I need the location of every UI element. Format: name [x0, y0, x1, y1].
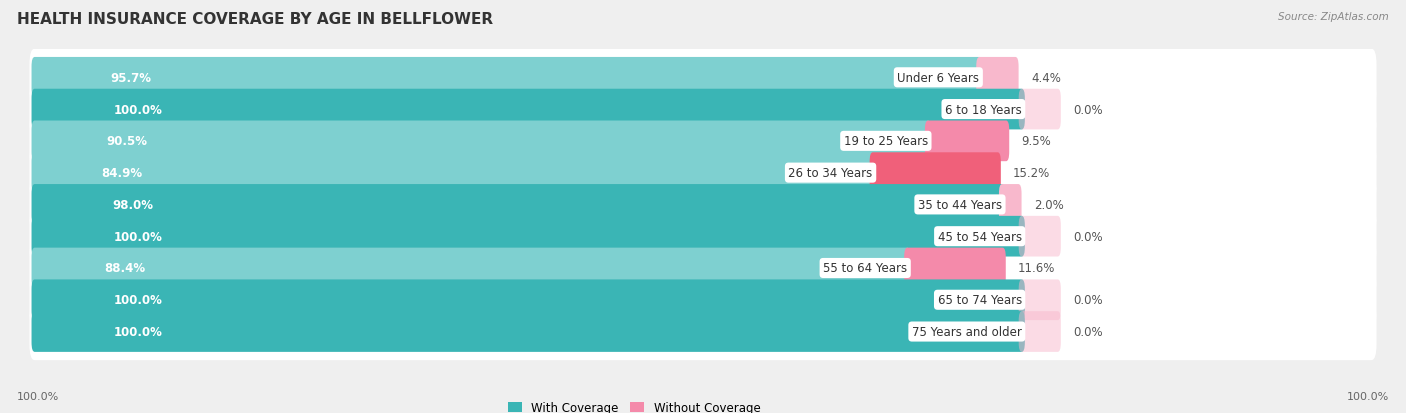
Text: Under 6 Years: Under 6 Years	[897, 71, 980, 85]
Text: 2.0%: 2.0%	[1033, 198, 1064, 211]
FancyBboxPatch shape	[904, 248, 1005, 289]
Text: 65 to 74 Years: 65 to 74 Years	[938, 294, 1022, 306]
Text: Source: ZipAtlas.com: Source: ZipAtlas.com	[1278, 12, 1389, 22]
Text: 100.0%: 100.0%	[17, 391, 59, 401]
FancyBboxPatch shape	[1019, 311, 1062, 352]
FancyBboxPatch shape	[925, 121, 1010, 162]
FancyBboxPatch shape	[30, 240, 1376, 297]
FancyBboxPatch shape	[30, 176, 1376, 233]
FancyBboxPatch shape	[31, 185, 1005, 225]
FancyBboxPatch shape	[31, 90, 1025, 130]
Text: 98.0%: 98.0%	[112, 198, 153, 211]
Text: 9.5%: 9.5%	[1022, 135, 1052, 148]
Text: 100.0%: 100.0%	[114, 230, 163, 243]
Text: 100.0%: 100.0%	[114, 294, 163, 306]
Text: 100.0%: 100.0%	[114, 103, 163, 116]
Text: 19 to 25 Years: 19 to 25 Years	[844, 135, 928, 148]
Text: 0.0%: 0.0%	[1073, 294, 1102, 306]
Text: 11.6%: 11.6%	[1018, 262, 1056, 275]
FancyBboxPatch shape	[31, 311, 1025, 352]
Text: 75 Years and older: 75 Years and older	[912, 325, 1022, 338]
Text: 6 to 18 Years: 6 to 18 Years	[945, 103, 1022, 116]
FancyBboxPatch shape	[31, 248, 910, 289]
FancyBboxPatch shape	[1019, 216, 1062, 257]
FancyBboxPatch shape	[30, 303, 1376, 360]
FancyBboxPatch shape	[30, 113, 1376, 170]
Text: 100.0%: 100.0%	[1347, 391, 1389, 401]
Text: 45 to 54 Years: 45 to 54 Years	[938, 230, 1022, 243]
FancyBboxPatch shape	[30, 50, 1376, 107]
Text: 0.0%: 0.0%	[1073, 103, 1102, 116]
Text: 4.4%: 4.4%	[1031, 71, 1060, 85]
Legend: With Coverage, Without Coverage: With Coverage, Without Coverage	[508, 401, 761, 413]
FancyBboxPatch shape	[998, 185, 1022, 225]
FancyBboxPatch shape	[976, 58, 1018, 98]
FancyBboxPatch shape	[1019, 90, 1062, 130]
Text: 0.0%: 0.0%	[1073, 230, 1102, 243]
FancyBboxPatch shape	[31, 121, 931, 162]
FancyBboxPatch shape	[31, 216, 1025, 257]
Text: 55 to 64 Years: 55 to 64 Years	[823, 262, 907, 275]
Text: 0.0%: 0.0%	[1073, 325, 1102, 338]
Text: 90.5%: 90.5%	[105, 135, 148, 148]
FancyBboxPatch shape	[31, 280, 1025, 320]
FancyBboxPatch shape	[870, 153, 1001, 194]
Text: 26 to 34 Years: 26 to 34 Years	[789, 167, 873, 180]
FancyBboxPatch shape	[30, 81, 1376, 138]
FancyBboxPatch shape	[30, 145, 1376, 202]
Text: 84.9%: 84.9%	[101, 167, 143, 180]
FancyBboxPatch shape	[1019, 280, 1062, 320]
Text: HEALTH INSURANCE COVERAGE BY AGE IN BELLFLOWER: HEALTH INSURANCE COVERAGE BY AGE IN BELL…	[17, 12, 494, 27]
Text: 15.2%: 15.2%	[1014, 167, 1050, 180]
Text: 100.0%: 100.0%	[114, 325, 163, 338]
Text: 95.7%: 95.7%	[110, 71, 152, 85]
FancyBboxPatch shape	[31, 153, 876, 194]
FancyBboxPatch shape	[31, 58, 983, 98]
FancyBboxPatch shape	[30, 208, 1376, 265]
Text: 35 to 44 Years: 35 to 44 Years	[918, 198, 1002, 211]
Text: 88.4%: 88.4%	[104, 262, 146, 275]
FancyBboxPatch shape	[30, 271, 1376, 329]
